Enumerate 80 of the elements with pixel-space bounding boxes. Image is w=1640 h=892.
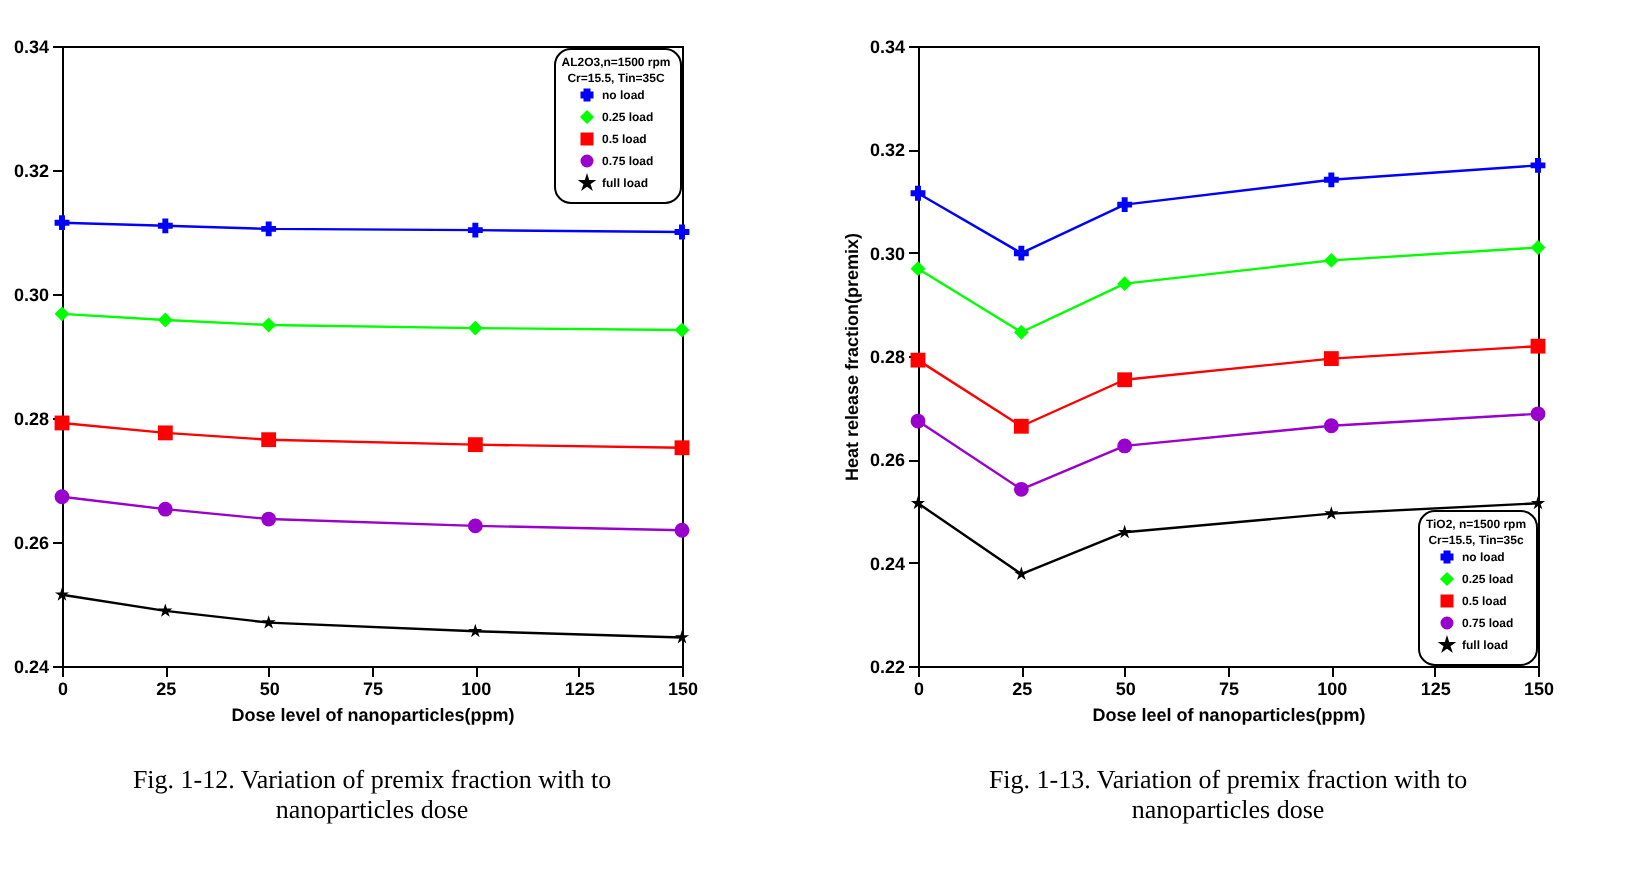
y-tick-label: 0.24 [869, 553, 905, 574]
point [1013, 324, 1029, 340]
point [261, 221, 277, 237]
point [261, 432, 277, 448]
point [674, 224, 690, 240]
point [54, 489, 70, 505]
y-tick-label: 0.26 [13, 533, 49, 553]
point [54, 215, 70, 231]
point [1014, 566, 1029, 581]
y-tick-label: 0.32 [869, 140, 905, 161]
x-tick-label: 150 [667, 679, 699, 699]
point [261, 317, 277, 333]
x-tick-label: 125 [1420, 679, 1451, 699]
point [1323, 351, 1339, 366]
point [910, 413, 926, 429]
x-tick-label: 75 [1218, 679, 1240, 699]
x-tick-label: 50 [259, 679, 280, 699]
x-tick-label: 25 [1012, 679, 1033, 699]
point [467, 518, 483, 534]
point [910, 495, 926, 510]
point [1323, 253, 1339, 268]
point [157, 501, 173, 517]
y-tick-label: 0.22 [869, 657, 905, 677]
point [1323, 418, 1339, 434]
x-axis-title: Dose leel of nanoparticles(ppm) [1092, 705, 1366, 725]
point [1013, 481, 1029, 497]
x-tick-label: 100 [461, 679, 492, 699]
point [467, 222, 483, 238]
y-tick-label: 0.30 [869, 243, 905, 264]
point [467, 437, 483, 453]
point [1530, 157, 1546, 173]
y-tick-label: 0.24 [13, 657, 49, 677]
point [1117, 372, 1133, 388]
point [1117, 197, 1133, 213]
point [1013, 418, 1029, 434]
point [1324, 506, 1339, 520]
point [1323, 172, 1339, 188]
y-tick-label: 0.28 [869, 347, 905, 367]
point [468, 623, 483, 638]
point [674, 522, 690, 538]
point [261, 511, 277, 527]
point [674, 322, 690, 338]
x-tick-label: 100 [1317, 679, 1348, 699]
x-tick-label: 150 [1523, 679, 1555, 699]
point [54, 306, 70, 322]
point [1117, 524, 1132, 539]
point [157, 312, 173, 328]
point [674, 440, 690, 456]
caption: Fig. 1-12. Variation of premix fraction with to nanoparticles dose [132, 764, 612, 824]
y-tick-label: 0.32 [13, 161, 49, 181]
x-tick-label: 50 [1115, 679, 1136, 699]
x-tick-label: 25 [156, 679, 177, 699]
y-tick-label: 0.26 [869, 450, 905, 471]
x-tick-label: 125 [564, 679, 595, 699]
point [1530, 495, 1546, 510]
point [54, 587, 70, 601]
point [1013, 245, 1029, 261]
x-tick-label: 0 [913, 679, 925, 699]
point [157, 425, 173, 441]
point [467, 320, 483, 336]
y-axis-title: Heat release fraction(premix) [841, 232, 862, 482]
point [1530, 406, 1546, 422]
point [1530, 338, 1546, 354]
y-tick-label: 0.28 [13, 409, 49, 429]
point [158, 603, 173, 617]
point [910, 261, 926, 277]
caption: Fig. 1-13. Variation of premix fraction with to nanoparticles dose [988, 764, 1468, 824]
x-axis-title: Dose level of nanoparticles(ppm) [231, 705, 515, 725]
point [1117, 276, 1133, 292]
point [1117, 438, 1133, 454]
point [910, 185, 926, 201]
x-tick-label: 0 [57, 679, 69, 699]
point [910, 352, 926, 368]
point [674, 630, 690, 644]
y-tick-label: 0.30 [13, 285, 49, 305]
y-tick-label: 0.34 [869, 37, 905, 57]
point [157, 218, 173, 234]
point [261, 615, 276, 629]
y-tick-label: 0.34 [13, 37, 49, 57]
x-tick-label: 75 [362, 679, 384, 699]
